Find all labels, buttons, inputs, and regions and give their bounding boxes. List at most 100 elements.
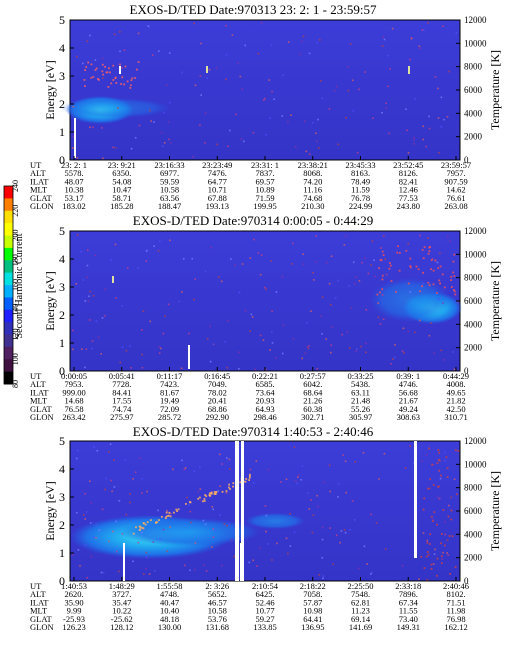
- noise-point: [164, 315, 166, 318]
- colorbar-tick-label: 180: [11, 254, 20, 266]
- noise-point: [443, 358, 446, 361]
- noise-point: [434, 259, 437, 262]
- noise-point: [312, 272, 314, 274]
- noise-point: [270, 260, 272, 262]
- table-cell: 298.46: [253, 412, 276, 422]
- noise-point: [431, 518, 434, 521]
- table-cell: 23:45:33: [345, 160, 375, 170]
- table-row-label: ILAT: [30, 387, 49, 397]
- noise-point: [95, 320, 98, 322]
- noise-point: [427, 22, 430, 24]
- noise-point: [209, 360, 212, 363]
- noise-point: [210, 492, 213, 495]
- noise-point: [428, 115, 430, 118]
- y2-tick-label: 2000: [464, 343, 483, 353]
- noise-point: [89, 34, 91, 37]
- noise-point: [219, 485, 222, 487]
- table-cell: 9.99: [67, 606, 82, 616]
- noise-point: [137, 541, 140, 544]
- table-cell: 81.67: [160, 387, 179, 397]
- noise-point: [409, 266, 412, 269]
- noise-point: [385, 102, 387, 105]
- noise-point: [394, 344, 396, 346]
- colorbar-cell: [4, 359, 13, 373]
- noise-point: [121, 76, 124, 79]
- noise-point: [83, 514, 85, 516]
- noise-point: [397, 245, 399, 248]
- noise-point: [210, 246, 213, 249]
- noise-point: [378, 478, 380, 480]
- noise-point: [120, 83, 122, 85]
- y2-tick-label: 0: [464, 155, 469, 165]
- noise-point: [100, 353, 102, 355]
- noise-point: [112, 64, 115, 67]
- noise-point: [87, 61, 90, 64]
- table-cell: 2:33:18: [395, 581, 421, 591]
- noise-point: [125, 349, 128, 352]
- noise-point: [293, 446, 296, 449]
- noise-point: [267, 543, 270, 545]
- noise-point: [129, 87, 132, 89]
- noise-point: [150, 519, 152, 522]
- noise-point: [129, 501, 131, 504]
- panel-1: EXOS-D/TED Date:970313 23: 2: 1 - 23:59:…: [30, 2, 502, 211]
- noise-point: [164, 517, 167, 520]
- table-cell: 6042.: [303, 379, 322, 389]
- noise-point: [300, 40, 303, 43]
- noise-point: [325, 261, 328, 264]
- noise-point: [335, 534, 338, 537]
- noise-point: [455, 32, 458, 34]
- noise-point: [106, 71, 109, 74]
- noise-point: [396, 251, 399, 254]
- noise-point: [141, 531, 143, 534]
- noise-point: [248, 561, 250, 564]
- noise-point: [285, 537, 288, 540]
- noise-point: [257, 52, 260, 55]
- noise-point: [265, 288, 267, 291]
- noise-point: [346, 331, 349, 333]
- panel-2-plot: [69, 230, 462, 372]
- colorbar-cell: [4, 223, 13, 236]
- noise-point: [169, 141, 172, 144]
- noise-point: [165, 84, 168, 86]
- table-cell: 23:23:49: [202, 160, 232, 170]
- noise-point: [321, 333, 323, 335]
- table-cell: 130.00: [158, 622, 181, 632]
- noise-point: [168, 511, 171, 514]
- noise-point: [211, 506, 214, 508]
- noise-point: [111, 490, 113, 493]
- noise-point: [229, 468, 231, 470]
- noise-point: [162, 145, 164, 147]
- noise-point: [422, 29, 425, 32]
- table-cell: 69.14: [351, 614, 371, 624]
- noise-point: [440, 562, 443, 565]
- colorbar-cell: [4, 322, 13, 335]
- noise-point: [228, 483, 230, 486]
- noise-point: [431, 258, 434, 260]
- noise-point: [407, 330, 409, 333]
- noise-point: [344, 531, 347, 534]
- noise-point: [275, 357, 277, 359]
- noise-point: [203, 500, 206, 502]
- table-cell: 263.42: [62, 412, 85, 422]
- table-cell: 310.71: [444, 412, 467, 422]
- table-cell: 53.76: [208, 614, 227, 624]
- noise-point: [200, 42, 202, 45]
- noise-point: [181, 459, 183, 462]
- noise-point: [426, 237, 429, 239]
- noise-point: [169, 239, 171, 242]
- noise-point: [454, 566, 457, 568]
- noise-point: [135, 526, 137, 529]
- colorbar-tick-label: 120: [11, 329, 20, 341]
- noise-point: [210, 491, 213, 494]
- noise-point: [342, 454, 344, 456]
- y2-tick-label: 12000: [464, 436, 487, 446]
- noise-point: [238, 291, 241, 294]
- table-cell: 59.59: [160, 176, 179, 186]
- noise-point: [137, 61, 140, 63]
- noise-point: [381, 274, 384, 277]
- noise-point: [337, 143, 340, 146]
- noise-point: [436, 261, 439, 264]
- noise-point: [228, 486, 230, 489]
- noise-point: [152, 541, 155, 543]
